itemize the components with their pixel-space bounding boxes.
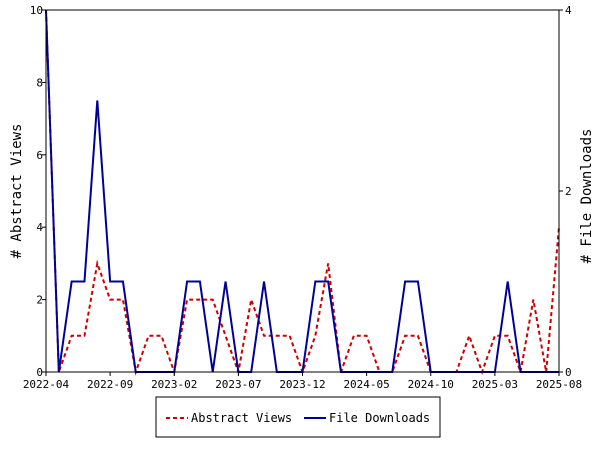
y-left-tick-label: 2 bbox=[36, 294, 43, 307]
y-right-tick-label: 4 bbox=[565, 4, 572, 17]
x-tick-label: 2025-08 bbox=[536, 378, 582, 391]
x-tick-label: 2023-12 bbox=[279, 378, 325, 391]
y-left-tick-label: 8 bbox=[36, 76, 43, 89]
x-tick-label: 2024-05 bbox=[343, 378, 389, 391]
x-tick-label: 2025-03 bbox=[472, 378, 518, 391]
y-right-axis-title: # File Downloads bbox=[579, 129, 595, 264]
x-tick-label: 2024-10 bbox=[408, 378, 454, 391]
legend-box bbox=[155, 396, 441, 438]
legend-label-file-downloads: File Downloads bbox=[329, 411, 430, 425]
x-axis-ticks: 2022-04 2022-09 2023-02 2023-07 2023-12 2024-… bbox=[23, 372, 582, 391]
y-left-tick-label: 10 bbox=[30, 4, 43, 17]
legend: Abstract Views File Downloads bbox=[155, 396, 441, 438]
x-tick-label: 2023-07 bbox=[215, 378, 261, 391]
legend-label-abstract-views: Abstract Views bbox=[191, 411, 292, 425]
y-left-axis-title: # Abstract Views bbox=[9, 124, 25, 259]
x-tick-label: 2023-02 bbox=[151, 378, 197, 391]
y-left-tick-label: 4 bbox=[36, 221, 43, 234]
y-right-axis-ticks: 0 2 4 bbox=[559, 4, 572, 379]
y-left-tick-label: 0 bbox=[36, 366, 43, 379]
y-right-tick-label: 2 bbox=[565, 185, 572, 198]
y-left-axis-ticks: 0 2 4 6 8 10 bbox=[30, 4, 46, 379]
x-tick-label: 2022-04 bbox=[23, 378, 70, 391]
y-right-tick-label: 0 bbox=[565, 366, 572, 379]
x-tick-label: 2022-09 bbox=[87, 378, 133, 391]
y-left-tick-label: 6 bbox=[36, 149, 43, 162]
